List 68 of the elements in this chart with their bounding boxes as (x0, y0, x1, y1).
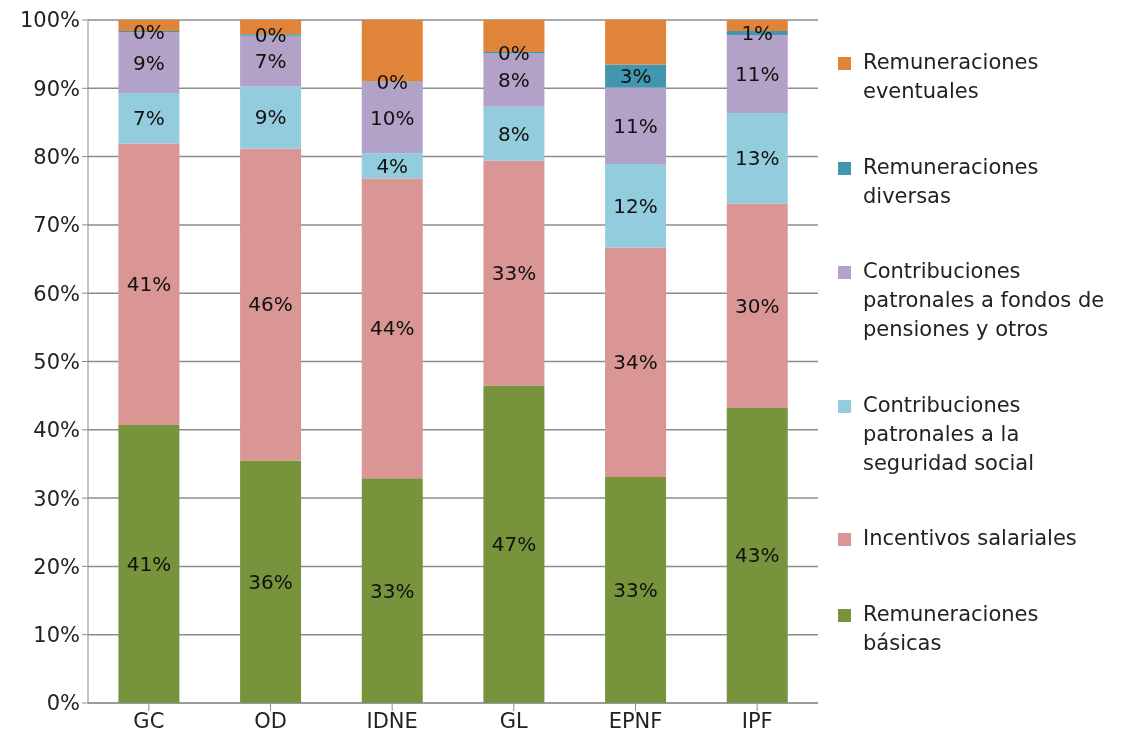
y-tick-label: 10% (33, 623, 80, 648)
y-tick-label: 20% (33, 554, 80, 579)
data-label: 41% (126, 272, 172, 297)
data-label: 9% (254, 105, 287, 130)
bar (726, 203, 788, 408)
legend-label: Contribuciones patronales a la seguridad social (863, 391, 1036, 477)
data-label: 33% (613, 577, 658, 602)
data-label: 44% (370, 316, 415, 341)
data-label: 33% (370, 578, 415, 603)
data-label: 12% (613, 193, 658, 218)
legend-label: Remuneraciones básicas (863, 600, 1040, 657)
bar (605, 20, 667, 65)
bar (605, 164, 667, 248)
data-label: 43% (735, 543, 780, 568)
data-label: 47% (491, 532, 537, 557)
bar (483, 385, 545, 703)
bar (240, 460, 302, 703)
data-label: 11% (613, 113, 658, 138)
x-tick-label: GL (499, 708, 529, 733)
legend-label: Incentivos salariales (863, 525, 1078, 553)
y-tick-label: 30% (33, 486, 80, 511)
legend-label: Contribuciones patronales a fondos de pensiones y otros (863, 258, 1106, 344)
bar (118, 93, 180, 144)
data-label: 3% (619, 64, 652, 89)
data-label: 34% (613, 350, 658, 375)
y-tick-label: 50% (33, 349, 80, 374)
bar (118, 143, 180, 426)
bar (361, 478, 423, 703)
y-tick-label: 80% (33, 145, 80, 170)
bar (726, 407, 788, 703)
bar (605, 476, 667, 703)
legend-label: Remuneraciones diversas (863, 153, 1040, 210)
data-label: 8% (498, 121, 530, 146)
data-label: 1% (741, 20, 774, 45)
y-tick-label: 0% (46, 691, 80, 716)
data-label: 7% (133, 106, 165, 131)
data-label: 13% (735, 146, 780, 171)
data-label: 11% (735, 61, 780, 86)
bar (605, 247, 667, 477)
bar (361, 178, 423, 479)
x-tick-label: OD (254, 708, 287, 733)
y-tick-label: 90% (33, 76, 80, 101)
y-tick-label: 40% (33, 418, 80, 443)
bar (118, 425, 180, 703)
data-label: 36% (248, 569, 293, 594)
x-tick-label: IDNE (366, 708, 418, 733)
data-label: 30% (735, 293, 780, 318)
data-label: 4% (376, 153, 409, 178)
data-label: 33% (491, 261, 537, 286)
x-tick-label: GC (133, 708, 165, 733)
bar (240, 86, 302, 149)
bar (483, 106, 545, 161)
legend-label: Remuneraciones eventuales (863, 49, 1040, 105)
y-tick-label: 60% (33, 281, 80, 306)
bar (240, 148, 302, 461)
bar (726, 112, 788, 204)
x-tick-label: EPNF (608, 708, 663, 733)
data-label: 41% (126, 552, 172, 577)
data-label: 10% (370, 105, 415, 130)
bar (483, 160, 545, 386)
data-label: 8% (498, 68, 530, 93)
data-label: 7% (254, 48, 287, 73)
data-label: 9% (133, 50, 165, 75)
x-tick-label: IPF (741, 708, 773, 733)
bar (605, 87, 667, 165)
data-label: 46% (248, 292, 293, 317)
y-tick-label: 70% (33, 213, 80, 238)
y-tick-label: 100% (19, 8, 80, 33)
